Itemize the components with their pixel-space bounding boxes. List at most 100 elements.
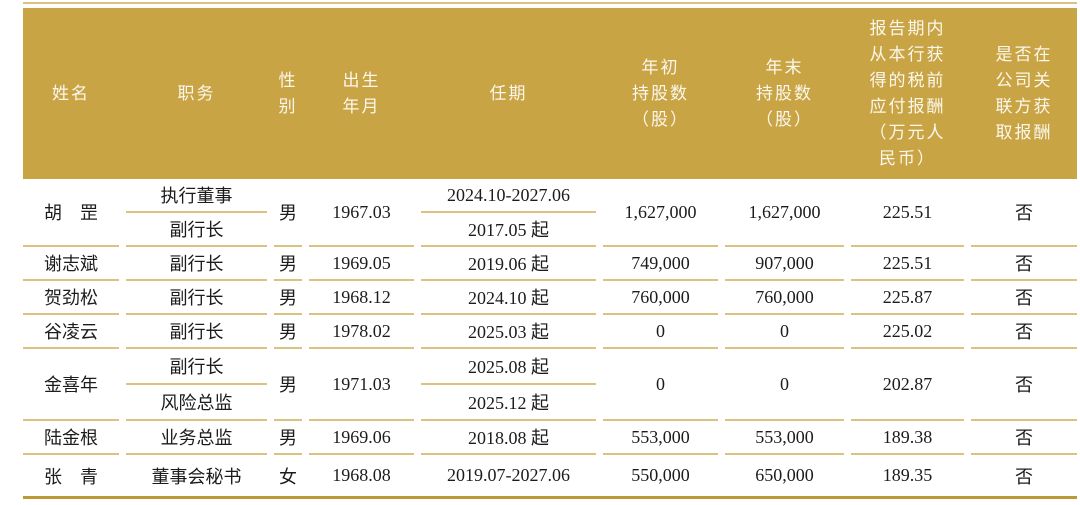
cell-related: 否 [971, 349, 1077, 421]
table-row: 贺劲松 副行长男 1968.12 2024.10 起 760,000 760,000 225… [23, 281, 1077, 315]
cell-birth: 1969.06 [309, 421, 414, 455]
cell-terms-0: 2025.03 起 [468, 322, 549, 342]
cell-name: 谷凌云 [23, 315, 119, 349]
cell-shares_start: 749,000 [603, 247, 718, 281]
cell-name: 金喜年 [23, 349, 119, 421]
cell-terms-0: 2025.08 起 [421, 349, 596, 385]
cell-related: 否 [971, 421, 1077, 455]
cell-related: 否 [1015, 466, 1033, 487]
cell-terms-0: 2024.10-2027.06 [421, 179, 596, 213]
header-pay: 报告期内 从本行获 得的税前 应付报酬 （万元人 民币） [869, 18, 946, 168]
cell-birth: 1978.02 [309, 315, 414, 349]
cell-positions: 副行长 风险总监 [126, 349, 267, 421]
cell-shares_end: 907,000 [725, 247, 844, 281]
cell-shares_end: 0 [725, 349, 844, 421]
cell-related: 否 [971, 281, 1077, 315]
cell-shares_end: 553,000 [725, 421, 844, 455]
table-header-row: 姓名 职务 性 别 出生 年月 任期 年初 持股数 （股） 年末 持股数 （股）… [23, 8, 1077, 179]
cell-positions-0: 副行长 [169, 254, 224, 274]
cell-name: 陆金根 [23, 421, 119, 455]
cell-positions: 执行董事 副行长 [126, 179, 267, 247]
header-term: 任期 [489, 83, 528, 103]
cell-birth: 1971.03 [309, 349, 414, 421]
cell-gender: 男 [274, 179, 302, 247]
cell-terms-0: 2024.10 起 [468, 288, 549, 308]
table-top-border [23, 2, 1077, 4]
cell-positions: 董事会秘书 [126, 455, 267, 496]
header-gender: 性 别 [278, 70, 298, 116]
cell-pay: 225.51 [851, 247, 964, 281]
cell-shares_end: 0 [725, 315, 844, 349]
cell-pay: 225.87 [851, 281, 964, 315]
cell-shares_start: 0 [603, 349, 718, 421]
cell-pay: 189.38 [851, 421, 964, 455]
cell-positions-0: 副行长 [169, 288, 224, 308]
cell-gender: 男 [274, 315, 302, 349]
header-position: 职务 [177, 83, 216, 103]
cell-shares_end: 1,627,000 [725, 179, 844, 247]
table-row: 谷凌云 副行长男 1978.02 2025.03 起 0 0 225.02 否 [23, 315, 1077, 349]
cell-pay: 189.35 [882, 465, 933, 485]
cell-terms: 2025.03 起 [421, 315, 596, 349]
cell-positions-0: 副行长 [126, 349, 267, 385]
cell-gender: 男 [274, 247, 302, 281]
cell-related: 否 [971, 179, 1077, 247]
table-body: 胡 罡执行董事 副行长男 1967.03 2024.10-2027.06 2017.05… [23, 179, 1077, 496]
header-name: 姓名 [52, 83, 90, 103]
cell-related: 否 [971, 315, 1077, 349]
table-row: 陆金根 业务总监男 1969.06 2018.08 起 553,000 553,000 18… [23, 421, 1077, 455]
cell-positions-1: 风险总监 [160, 393, 233, 413]
cell-terms: 2024.10 起 [421, 281, 596, 315]
table-row: 胡 罡执行董事 副行长男 1967.03 2024.10-2027.06 2017.05… [23, 179, 1077, 247]
cell-shares_start: 550,000 [631, 465, 690, 485]
cell-shares_start: 1,627,000 [603, 179, 718, 247]
cell-pay: 225.51 [851, 179, 964, 247]
cell-birth: 1968.08 [332, 465, 391, 485]
cell-terms-1: 2017.05 起 [468, 220, 549, 240]
cell-shares_start: 760,000 [603, 281, 718, 315]
cell-shares_start: 0 [603, 315, 718, 349]
cell-terms: 2019.06 起 [421, 247, 596, 281]
header-shares-end: 年末 持股数 （股） [756, 57, 813, 129]
cell-pay: 202.87 [851, 349, 964, 421]
cell-positions-0: 副行长 [169, 322, 224, 342]
cell-gender: 男 [274, 421, 302, 455]
cell-shares_end: 650,000 [755, 465, 814, 485]
cell-positions: 副行长 [126, 247, 267, 281]
table-row: 金喜年 副行长 风险总监男 1971.03 2025.08 起 2025.12 起 0 0 20… [23, 349, 1077, 421]
cell-name: 贺劲松 [23, 281, 119, 315]
cell-terms-1: 2025.12 起 [468, 393, 549, 413]
cell-gender: 女 [279, 466, 297, 487]
cell-positions-1: 副行长 [169, 220, 224, 240]
cell-terms: 2025.08 起 2025.12 起 [421, 349, 596, 421]
header-shares-start: 年初 持股数 （股） [632, 57, 689, 129]
cell-terms-0: 2019.07-2027.06 [447, 465, 570, 485]
header-related: 是否在 公司关 联方获 取报酬 [995, 44, 1053, 142]
cell-terms-0: 2019.06 起 [468, 254, 549, 274]
cell-shares_end: 760,000 [725, 281, 844, 315]
header-birth: 出生 年月 [342, 70, 381, 116]
cell-name: 胡 罡 [23, 179, 119, 247]
cell-positions: 业务总监 [126, 421, 267, 455]
cell-positions-0: 业务总监 [160, 428, 233, 448]
cell-terms: 2024.10-2027.06 2017.05 起 [421, 179, 596, 247]
cell-pay: 225.02 [851, 315, 964, 349]
cell-name: 谢志斌 [23, 247, 119, 281]
cell-positions: 副行长 [126, 315, 267, 349]
cell-gender: 男 [274, 281, 302, 315]
cell-positions-0: 董事会秘书 [151, 466, 242, 487]
cell-terms: 2018.08 起 [421, 421, 596, 455]
cell-positions-0: 执行董事 [126, 179, 267, 213]
cell-positions: 副行长 [126, 281, 267, 315]
cell-name: 张 青 [44, 466, 98, 487]
table-row: 张 青 董事会秘书 女 1968.08 2019.07-2027.06 550,000 65… [23, 455, 1077, 496]
cell-related: 否 [971, 247, 1077, 281]
cell-birth: 1967.03 [309, 179, 414, 247]
cell-birth: 1968.12 [309, 281, 414, 315]
table-bottom-border [23, 496, 1077, 499]
cell-terms: 2019.07-2027.06 [421, 455, 596, 496]
cell-gender: 男 [274, 349, 302, 421]
cell-birth: 1969.05 [309, 247, 414, 281]
cell-shares_start: 553,000 [603, 421, 718, 455]
